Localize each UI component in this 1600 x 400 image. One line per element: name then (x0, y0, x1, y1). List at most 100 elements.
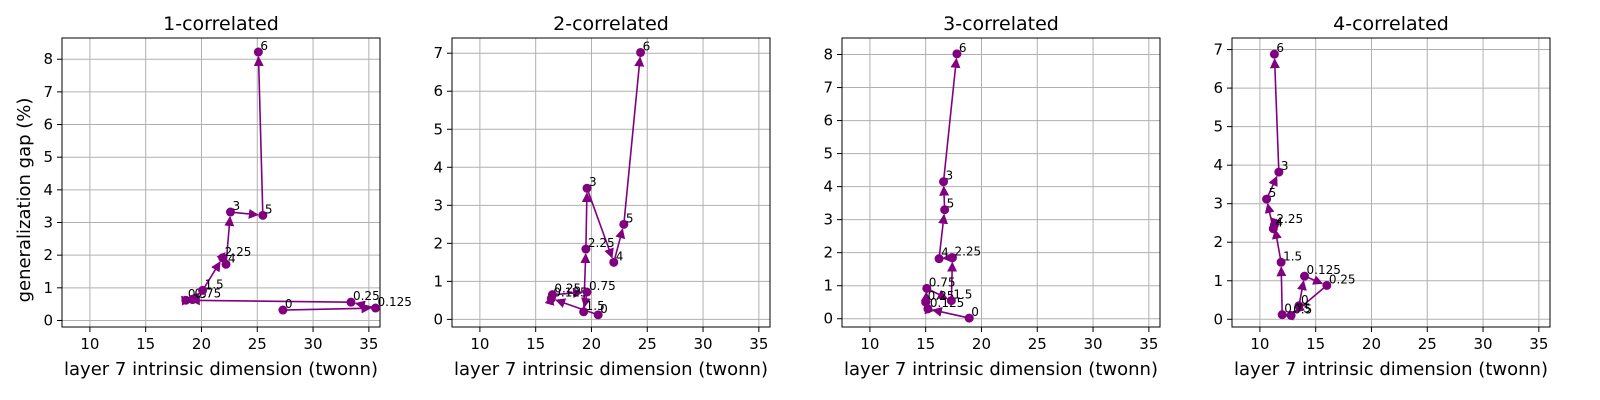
series-segment (581, 192, 592, 250)
point-label: 0.25 (554, 282, 581, 296)
data-point (1274, 167, 1284, 177)
y-tick-label: 3 (433, 196, 443, 214)
y-tick-label: 7 (433, 44, 443, 62)
point-label: 4 (228, 251, 236, 265)
y-tick-label: 3 (43, 214, 53, 232)
x-tick-label: 30 (1084, 335, 1103, 353)
point-label: 3 (1281, 159, 1289, 173)
data-point (1277, 310, 1287, 320)
series-segment (947, 261, 958, 301)
x-tick-label: 20 (582, 335, 601, 353)
y-tick-label: 5 (823, 145, 833, 163)
y-tick-label: 5 (433, 120, 443, 138)
data-point (952, 49, 962, 59)
chart-title: 4-correlated (1333, 13, 1449, 35)
series-segment (613, 228, 626, 263)
x-tick-label: 20 (972, 335, 991, 353)
point-label: 3 (946, 169, 954, 183)
x-tick-label: 20 (192, 335, 211, 353)
x-tick-label: 10 (860, 335, 879, 353)
point-label: 2.25 (225, 245, 252, 259)
series-segment (201, 261, 221, 291)
point-label: 5 (265, 202, 273, 216)
point-label: 0 (971, 305, 979, 319)
x-tick-label: 25 (248, 335, 267, 353)
x-tick-label: 25 (1418, 335, 1437, 353)
y-tick-label: 4 (43, 181, 53, 199)
data-point (1269, 49, 1279, 59)
data-point (934, 254, 944, 264)
data-point (922, 283, 932, 293)
point-label: 2.25 (588, 236, 615, 250)
data-point (278, 305, 288, 315)
point-label: 0.75 (929, 275, 956, 289)
x-tick-label: 30 (304, 335, 323, 353)
y-tick-label: 1 (433, 272, 443, 290)
point-label: 4 (1275, 216, 1283, 230)
y-tick-label: 4 (823, 178, 833, 196)
data-point (619, 219, 629, 229)
plot-frame (61, 37, 381, 328)
data-point (582, 287, 592, 297)
data-point (581, 244, 591, 254)
point-label: 6 (260, 39, 268, 53)
y-tick-label: 4 (1213, 156, 1223, 174)
data-point (964, 313, 974, 323)
series-segment (282, 303, 372, 314)
data-point (921, 297, 931, 307)
data-point (1294, 301, 1304, 311)
data-point (1300, 271, 1310, 281)
data-point (636, 47, 646, 57)
data-point (940, 205, 950, 215)
series-segment (1276, 266, 1287, 315)
x-tick-label: 35 (749, 335, 768, 353)
point-label: 0.25 (1329, 272, 1356, 286)
data-point (947, 253, 957, 263)
point-label: 2.25 (1276, 212, 1303, 226)
data-point (582, 183, 592, 193)
plot-frame (451, 37, 771, 328)
y-tick-label: 3 (1213, 195, 1223, 213)
chart-title: 2-correlated (553, 13, 669, 35)
y-tick-label: 3 (823, 211, 833, 229)
y-tick-label: 0 (823, 310, 833, 328)
point-label: 0 (600, 302, 608, 316)
y-tick-label: 6 (823, 112, 833, 130)
x-tick-label: 30 (1474, 335, 1493, 353)
y-tick-label: 7 (1213, 41, 1223, 59)
y-tick-label: 0 (433, 310, 443, 328)
point-label: 3 (589, 175, 597, 189)
y-tick-label: 2 (433, 234, 443, 252)
y-tick-label: 1 (43, 279, 53, 297)
data-point (579, 307, 589, 317)
x-tick-label: 35 (1139, 335, 1158, 353)
data-point (939, 177, 949, 187)
point-label: 6 (1276, 41, 1284, 55)
data-point (346, 297, 356, 307)
point-label: 0.125 (1307, 263, 1341, 277)
y-tick-label: 4 (433, 158, 443, 176)
x-tick-label: 15 (916, 335, 935, 353)
y-tick-label: 0 (43, 311, 53, 329)
point-label: 1.5 (205, 277, 224, 291)
data-point (371, 303, 381, 313)
point-label: 2.25 (954, 245, 981, 259)
series-segment (1269, 58, 1280, 173)
y-tick-label: 2 (43, 246, 53, 264)
point-label: 0.125 (378, 295, 412, 309)
point-label: 4 (941, 246, 949, 260)
x-tick-label: 10 (470, 335, 489, 353)
x-tick-label: 25 (1028, 335, 1047, 353)
point-label: 0.125 (553, 285, 587, 299)
x-axis-label: layer 7 intrinsic dimension (twonn) (64, 359, 378, 380)
series-segment (230, 208, 259, 219)
data-point (593, 310, 603, 320)
series-segment (555, 298, 599, 316)
series-segment (580, 253, 591, 312)
point-label: 1.5 (1283, 249, 1302, 263)
point-label: 5 (947, 197, 955, 211)
x-tick-label: 10 (80, 335, 99, 353)
data-point (609, 257, 619, 267)
